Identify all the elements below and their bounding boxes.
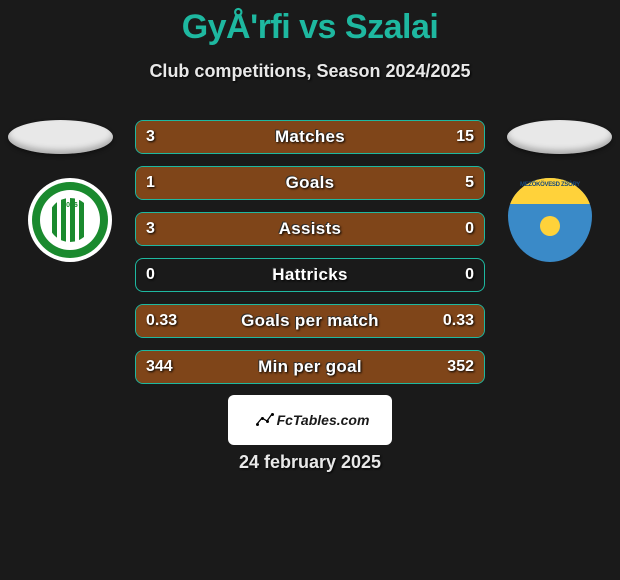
club-badge-left: 2006	[28, 178, 112, 262]
stat-right-value: 5	[465, 174, 474, 192]
stat-label: Goals per match	[136, 311, 484, 331]
subtitle: Club competitions, Season 2024/2025	[0, 61, 620, 82]
player-photo-left	[8, 120, 113, 154]
badge-ball-icon	[540, 216, 560, 236]
club-badge-right: MEZŐKÖVESD ZSÓRY	[508, 178, 592, 262]
stat-row-goals: 1 Goals 5	[135, 166, 485, 200]
stat-row-assists: 3 Assists 0	[135, 212, 485, 246]
stat-label: Goals	[136, 173, 484, 193]
badge-right-text: MEZŐKÖVESD ZSÓRY	[508, 182, 592, 188]
fctables-logo-icon	[251, 409, 273, 431]
badge-left-year: 2006	[28, 202, 112, 209]
fctables-line-icon	[251, 409, 273, 431]
fctables-link[interactable]: FcTables.com	[228, 395, 392, 445]
stat-row-hattricks: 0 Hattricks 0	[135, 258, 485, 292]
stat-right-value: 352	[447, 358, 474, 376]
badge-shield	[508, 178, 592, 262]
stat-right-value: 0	[465, 266, 474, 284]
stat-row-goals-per-match: 0.33 Goals per match 0.33	[135, 304, 485, 338]
stat-label: Min per goal	[136, 357, 484, 377]
stat-right-value: 0.33	[443, 312, 474, 330]
stat-label: Matches	[136, 127, 484, 147]
stat-label: Hattricks	[136, 265, 484, 285]
stat-row-matches: 3 Matches 15	[135, 120, 485, 154]
stat-bars-container: 3 Matches 15 1 Goals 5 3 Assists 0 0 Hat…	[135, 120, 485, 396]
stat-label: Assists	[136, 219, 484, 239]
fctables-label: FcTables.com	[277, 412, 370, 428]
stat-right-value: 0	[465, 220, 474, 238]
page-title: GyÅ'rfi vs Szalai	[0, 0, 620, 47]
date-text: 24 february 2025	[0, 452, 620, 473]
comparison-card: GyÅ'rfi vs Szalai Club competitions, Sea…	[0, 0, 620, 580]
stat-row-min-per-goal: 344 Min per goal 352	[135, 350, 485, 384]
player-photo-right	[507, 120, 612, 154]
stat-right-value: 15	[456, 128, 474, 146]
